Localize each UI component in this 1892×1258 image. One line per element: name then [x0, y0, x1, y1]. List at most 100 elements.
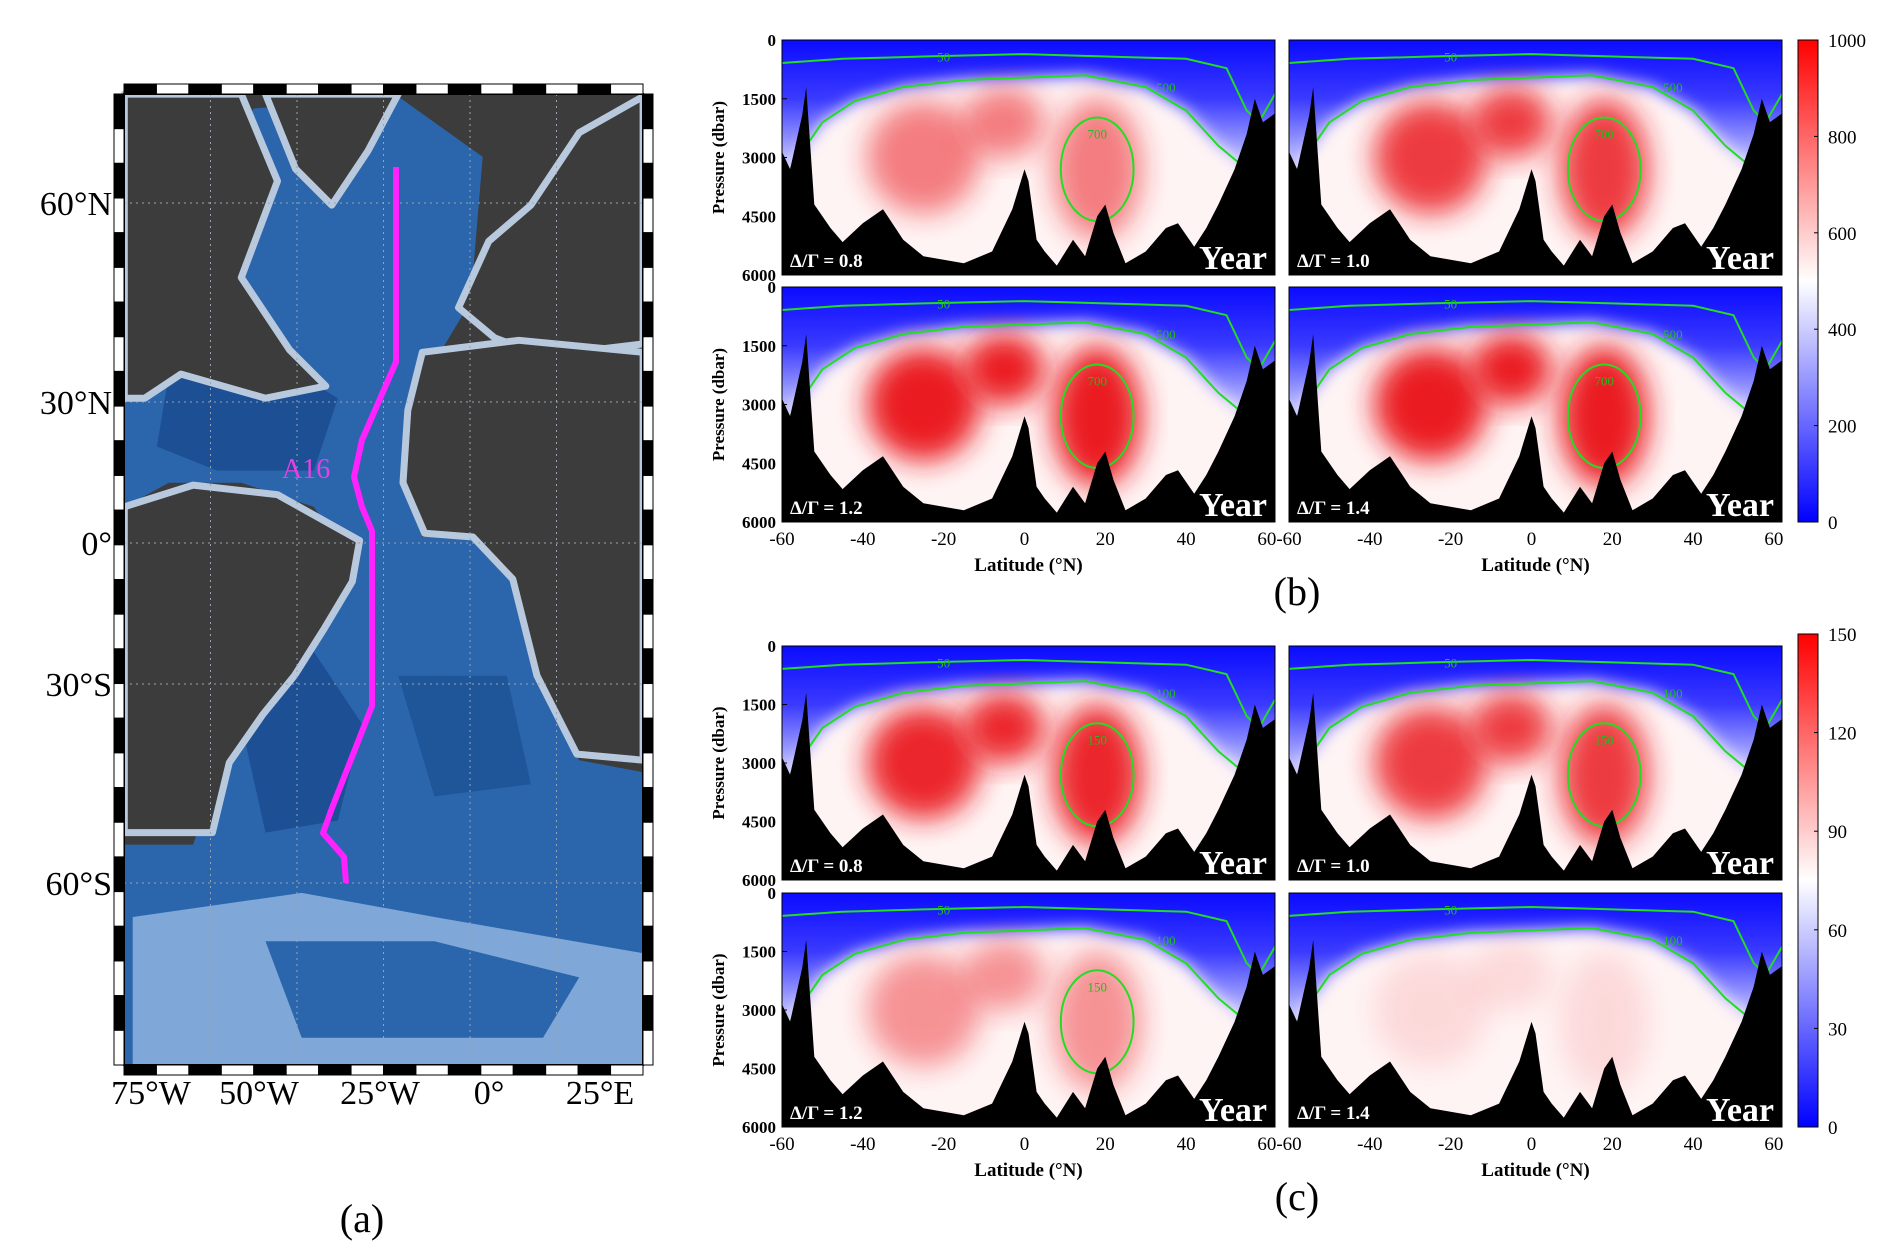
contour-label: 50	[937, 902, 950, 917]
ratio-label: Δ/Γ = 1.4	[1297, 498, 1370, 519]
frame-segment	[113, 752, 125, 789]
field-anomaly	[963, 692, 1045, 764]
frame-segment	[642, 1029, 654, 1066]
period-tag: Year	[1706, 240, 1774, 277]
contour-label: 150	[1594, 732, 1614, 747]
frame-segment	[318, 83, 352, 95]
frame-segment	[350, 1064, 384, 1076]
y-tick-label: 3000	[742, 754, 776, 773]
bathymetry	[1289, 334, 1782, 522]
field-anomaly	[963, 87, 1045, 158]
frame-segment	[642, 925, 654, 962]
section-plot: 50 100 150 Δ/Γ = 1.2 Year 0 1500 3000 4500 6000 Pr…	[709, 884, 1276, 1181]
frame-segment	[610, 1064, 644, 1076]
field-anomaly	[1559, 704, 1649, 845]
panel-label: (b)	[1274, 569, 1321, 614]
plot-area	[782, 287, 1275, 522]
frame-segment	[253, 1064, 287, 1076]
frame-segment	[577, 1064, 612, 1076]
frame-segment	[480, 1064, 514, 1076]
frame-segment	[512, 1064, 547, 1076]
period-tag: Year	[1706, 845, 1774, 882]
frame-segment	[512, 83, 547, 95]
plot-frame	[1288, 645, 1783, 881]
panel-label: (a)	[340, 1196, 384, 1241]
frame-segment	[642, 232, 654, 268]
x-tick-label: 20	[1603, 529, 1622, 550]
frame-segment	[642, 370, 654, 407]
frame-segment	[383, 1064, 417, 1076]
y-tick-label: 0	[768, 884, 777, 903]
x-tick-label: 0	[1527, 1134, 1537, 1155]
x-tick-label: -40	[1357, 1134, 1382, 1155]
lat-label: 0°	[81, 526, 112, 563]
frame-segment	[350, 83, 384, 95]
frame-segment	[642, 128, 654, 164]
ratio-label: Δ/Γ = 1.0	[1297, 856, 1370, 877]
contour-label: 700	[1087, 374, 1107, 389]
frame-segment	[318, 1064, 352, 1076]
frame-segment	[447, 1064, 482, 1076]
frame-segment	[285, 83, 320, 95]
frame-segment	[113, 232, 125, 268]
x-tick-label: -60	[769, 529, 794, 550]
plot-area	[782, 40, 1275, 275]
frame-segment	[642, 405, 654, 442]
frame-segment	[642, 995, 654, 1031]
x-axis-label: Latitude (°N)	[1481, 555, 1589, 576]
frame-segment	[113, 162, 125, 199]
ratio-label: Δ/Γ = 1.2	[790, 1103, 863, 1124]
panel-label: (c)	[1275, 1174, 1319, 1219]
contour-label: 100	[1663, 933, 1683, 948]
bathymetry	[1289, 939, 1782, 1127]
frame-segment	[113, 995, 125, 1031]
x-tick-label: 40	[1177, 1134, 1196, 1155]
contour-label: 100	[1156, 933, 1176, 948]
y-tick-label: 0	[768, 31, 777, 50]
contour-label: 500	[1663, 327, 1683, 342]
section-plot: 50 100 150 Δ/Γ = 0.8 Year 0 1500 3000 4500 6000 Pr…	[709, 637, 1276, 890]
bathymetry	[782, 334, 1275, 522]
y-axis-label: Pressure (dbar)	[709, 101, 728, 214]
period-tag: Year	[1706, 1092, 1774, 1129]
period-tag: Year	[1199, 845, 1267, 882]
x-tick-label: 60	[1764, 1134, 1783, 1155]
contour	[1296, 74, 1755, 171]
field-anomaly	[866, 953, 981, 1067]
contour	[1296, 321, 1755, 418]
frame-segment	[113, 370, 125, 407]
contour-label: 500	[1156, 327, 1176, 342]
frame-segment	[642, 613, 654, 650]
lat-label: 30°N	[40, 385, 112, 422]
frame-segment	[113, 683, 125, 719]
field-anomaly	[1373, 101, 1488, 214]
frame-segment	[113, 266, 125, 303]
period-tag: Year	[1706, 487, 1774, 524]
contour-label: 700	[1594, 127, 1614, 142]
frame-segment	[610, 83, 644, 95]
field-anomaly	[963, 939, 1045, 1011]
y-tick-label: 3000	[742, 1001, 776, 1020]
colorbar-tick-label: 60	[1828, 921, 1847, 942]
section-plot: 50 100 Δ/Γ = 1.4 Year -60 -40 -20 0 20 40 60 Latitu…	[1276, 892, 1783, 1181]
frame-segment	[415, 1064, 449, 1076]
x-tick-label: -20	[1438, 529, 1463, 550]
x-tick-label: 60	[1257, 529, 1276, 550]
plot-frame	[1288, 892, 1783, 1128]
y-tick-label: 3000	[742, 149, 776, 168]
plot-frame	[1288, 286, 1783, 523]
land	[399, 336, 647, 764]
lon-label: 25°W	[340, 1075, 421, 1112]
frame-segment	[642, 162, 654, 199]
x-tick-label: -20	[931, 529, 956, 550]
colorbar	[1797, 633, 1819, 1128]
frame-segment	[188, 1064, 222, 1076]
x-tick-label: 0	[1527, 529, 1537, 550]
frame-segment	[545, 1064, 579, 1076]
frame-segment	[577, 83, 612, 95]
frame-segment	[113, 474, 125, 511]
colorbar-tick-label: 800	[1828, 127, 1857, 148]
x-tick-label: -20	[1438, 1134, 1463, 1155]
ratio-label: Δ/Γ = 1.4	[1297, 1103, 1370, 1124]
field-anomaly	[1052, 951, 1142, 1092]
